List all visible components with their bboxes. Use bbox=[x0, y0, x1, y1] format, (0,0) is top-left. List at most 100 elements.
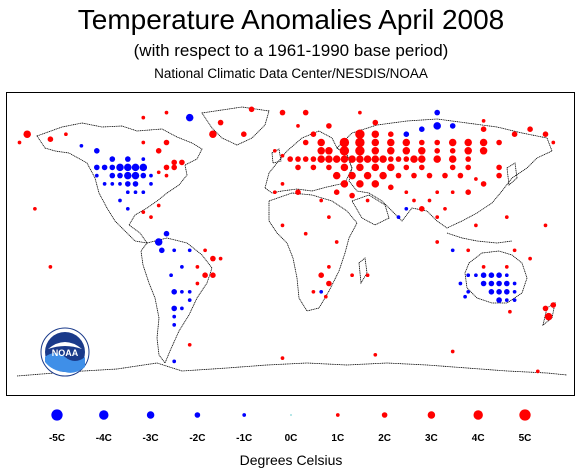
anomaly-marker bbox=[311, 289, 316, 294]
anomaly-marker bbox=[434, 139, 441, 146]
anomaly-marker bbox=[363, 171, 372, 180]
anomaly-marker bbox=[448, 138, 457, 147]
map-frame bbox=[6, 92, 575, 396]
continent-antarctica bbox=[16, 362, 568, 377]
anomaly-marker bbox=[356, 155, 364, 163]
anomaly-marker bbox=[474, 273, 478, 278]
anomaly-marker bbox=[480, 280, 487, 287]
anomaly-marker bbox=[464, 147, 472, 155]
anomaly-marker bbox=[125, 206, 130, 211]
anomaly-marker bbox=[272, 190, 277, 195]
legend-marker bbox=[194, 412, 201, 418]
anomaly-marker bbox=[287, 156, 294, 162]
anomaly-marker bbox=[125, 156, 131, 162]
anomaly-marker bbox=[504, 265, 509, 269]
anomaly-marker bbox=[118, 182, 122, 186]
anomaly-marker bbox=[79, 143, 84, 148]
anomaly-marker bbox=[310, 131, 317, 137]
anomaly-marker bbox=[448, 155, 457, 163]
anomaly-marker bbox=[180, 265, 184, 269]
anomaly-marker bbox=[326, 280, 332, 287]
legend-label: 2C bbox=[378, 433, 391, 444]
anomaly-marker bbox=[318, 272, 325, 278]
anomaly-marker bbox=[218, 256, 223, 261]
anomaly-marker bbox=[280, 223, 285, 228]
anomaly-marker bbox=[302, 139, 309, 146]
anomaly-marker bbox=[371, 130, 380, 138]
anomaly-marker bbox=[427, 198, 432, 203]
legend-marker bbox=[519, 409, 531, 421]
anomaly-marker bbox=[171, 164, 177, 171]
anomaly-marker bbox=[435, 240, 440, 244]
anomaly-marker bbox=[350, 273, 354, 278]
anomaly-marker bbox=[319, 289, 324, 294]
anomaly-marker bbox=[504, 273, 509, 278]
anomaly-marker bbox=[141, 140, 146, 145]
anomaly-marker bbox=[411, 172, 417, 179]
anomaly-marker bbox=[481, 265, 486, 269]
anomaly-marker bbox=[371, 138, 380, 147]
anomaly-marker bbox=[133, 190, 138, 195]
anomaly-marker bbox=[458, 281, 463, 286]
anomaly-marker bbox=[109, 172, 116, 179]
anomaly-marker bbox=[404, 206, 409, 211]
legend-marker bbox=[146, 411, 155, 419]
anomaly-marker bbox=[340, 163, 349, 172]
continent-arabia bbox=[351, 194, 390, 226]
anomaly-marker bbox=[379, 171, 387, 180]
anomaly-marker bbox=[388, 156, 394, 162]
legend-label: 4C bbox=[471, 433, 485, 444]
anomaly-marker bbox=[48, 265, 53, 269]
anomaly-marker bbox=[435, 190, 440, 195]
anomaly-marker bbox=[325, 155, 333, 163]
anomaly-marker bbox=[327, 215, 331, 219]
anomaly-marker bbox=[171, 289, 177, 295]
anomaly-marker bbox=[94, 173, 99, 178]
legend-marker bbox=[51, 409, 63, 421]
anomaly-marker bbox=[496, 172, 502, 179]
anomaly-marker bbox=[387, 163, 395, 172]
anomaly-marker bbox=[395, 156, 402, 162]
anomaly-marker bbox=[450, 190, 455, 195]
anomaly-marker bbox=[480, 272, 487, 278]
anomaly-marker bbox=[511, 131, 518, 137]
anomaly-marker bbox=[156, 203, 161, 208]
legend-label: -3C bbox=[142, 433, 159, 444]
anomaly-marker bbox=[131, 171, 140, 180]
anomaly-marker bbox=[340, 180, 349, 188]
anomaly-marker bbox=[419, 164, 425, 171]
anomaly-marker bbox=[248, 106, 255, 113]
anomaly-marker bbox=[550, 302, 557, 308]
anomaly-marker bbox=[141, 115, 146, 120]
anomaly-marker bbox=[125, 190, 130, 195]
legend-label: -5C bbox=[48, 433, 66, 444]
noaa-logo-text: NOAA bbox=[52, 348, 79, 358]
island-british-isles bbox=[271, 148, 282, 164]
continent-australia bbox=[464, 250, 528, 304]
anomaly-marker bbox=[450, 349, 455, 354]
anomaly-marker bbox=[466, 289, 471, 294]
anomaly-marker bbox=[488, 280, 495, 287]
anomaly-marker bbox=[172, 314, 177, 319]
anomaly-marker bbox=[310, 156, 317, 162]
anomaly-marker bbox=[116, 163, 124, 172]
anomaly-marker bbox=[543, 223, 548, 228]
anomaly-marker bbox=[164, 110, 169, 115]
world-map bbox=[16, 106, 568, 377]
anomaly-marker bbox=[479, 138, 488, 147]
anomaly-marker bbox=[488, 289, 495, 295]
legend-label: -1C bbox=[236, 433, 253, 444]
legend-marker bbox=[242, 413, 247, 417]
anomaly-marker bbox=[508, 309, 512, 314]
anomaly-marker bbox=[419, 206, 425, 212]
anomaly-marker bbox=[171, 305, 177, 312]
anomaly-marker bbox=[496, 164, 502, 171]
anomaly-marker bbox=[118, 198, 122, 203]
anomaly-marker bbox=[334, 240, 339, 244]
anomaly-marker bbox=[172, 359, 177, 364]
anomaly-marker bbox=[64, 132, 68, 137]
continent-north-america bbox=[36, 122, 203, 244]
anomaly-marker bbox=[164, 173, 169, 178]
anomaly-marker bbox=[102, 182, 107, 186]
anomaly-marker bbox=[280, 153, 285, 158]
